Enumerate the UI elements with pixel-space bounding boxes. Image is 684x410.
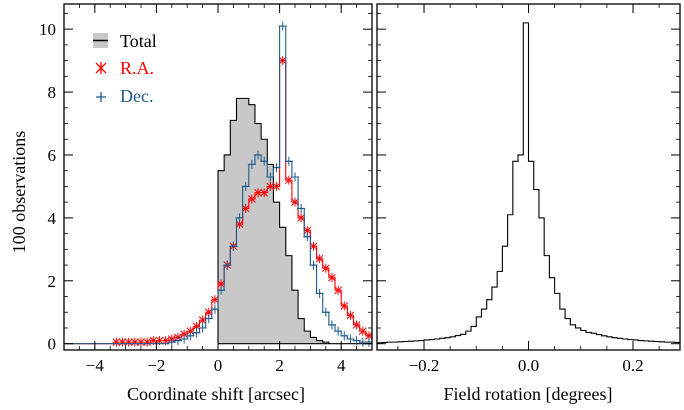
total-histogram [217, 97, 372, 345]
y-axis-label: 100 observations [9, 131, 29, 253]
r-a-marker [291, 197, 299, 207]
dec-marker [291, 172, 299, 182]
r-a-marker [334, 285, 342, 295]
legend-dec-marker [96, 92, 106, 102]
r-a-marker [143, 337, 152, 347]
dec-marker [260, 156, 269, 166]
legend-ra-marker [95, 62, 107, 74]
dec-marker [235, 213, 244, 223]
dec-marker [204, 314, 213, 324]
dec-marker [352, 336, 361, 346]
dec-marker [254, 150, 263, 160]
dec-marker [217, 285, 226, 295]
dec-marker [266, 172, 275, 182]
r-a-marker [297, 213, 306, 223]
r-a-marker [278, 56, 287, 66]
y-tick-label: 2 [48, 272, 57, 291]
y-tick-label: 0 [48, 335, 57, 354]
dec-marker [340, 331, 349, 341]
r-a-marker [321, 263, 330, 273]
r-a-marker [340, 301, 349, 311]
r-a-marker [130, 337, 139, 347]
x-tick-label: −0.2 [409, 356, 440, 375]
field-rotation-panel: −0.2 0.0 0.2 [376, 3, 681, 375]
r-a-marker [241, 203, 250, 213]
r-a-marker [254, 188, 262, 198]
dec-marker [173, 336, 182, 346]
dec-marker [272, 163, 281, 173]
rotation-histogram [377, 22, 680, 344]
r-a-marker [124, 337, 133, 347]
coordinate-shift-x-label: Coordinate shift [arcsec] [127, 384, 305, 404]
r-a-marker [358, 326, 367, 336]
dec-marker [297, 203, 306, 213]
r-a-marker [266, 181, 275, 191]
r-a-marker [346, 310, 355, 320]
dec-marker [167, 337, 176, 347]
x-tick-label: 0.0 [518, 356, 539, 375]
x-tick-label: 0.2 [622, 356, 643, 375]
r-a-marker [315, 254, 324, 264]
r-a-marker [260, 188, 269, 198]
dec-marker [229, 241, 238, 251]
field-rotation-x-label: Field rotation [degrees] [444, 384, 613, 404]
r-a-marker [309, 241, 318, 251]
legend-dec-label: Dec. [120, 86, 153, 106]
x-tick-label: 2 [275, 356, 284, 375]
dec-marker [241, 181, 250, 191]
r-a-marker [137, 337, 145, 347]
dec-marker [192, 328, 201, 338]
dec-marker [210, 304, 219, 314]
dec-marker [315, 288, 324, 298]
r-a-marker [211, 295, 219, 305]
r-a-marker [352, 320, 361, 330]
coordinate-shift-panel: −4 −2 0 2 4 0 2 4 6 8 10 [39, 3, 373, 375]
y-tick-label: 6 [48, 146, 57, 165]
y-tick-label: 10 [39, 20, 56, 39]
dec-marker [284, 156, 293, 166]
dec-marker [309, 260, 318, 270]
dec-marker [247, 159, 256, 169]
dec-marker [346, 334, 355, 344]
dec-marker [180, 334, 189, 344]
r-a-marker [248, 194, 256, 204]
plot-area [377, 22, 680, 344]
dec-marker [186, 331, 195, 341]
dec-marker [198, 323, 207, 333]
legend-total-label: Total [120, 31, 157, 51]
r-a-marker [112, 337, 121, 347]
dec-marker [278, 21, 287, 31]
r-a-marker [198, 315, 207, 325]
x-tick-label: 0 [214, 356, 223, 375]
r-a-marker [328, 273, 336, 283]
dec-marker [327, 320, 336, 330]
r-a-marker [284, 175, 293, 185]
dec-marker [321, 307, 330, 317]
r-a-marker [272, 181, 281, 191]
x-tick-label: 4 [337, 356, 346, 375]
plot-area [64, 21, 372, 347]
y-tick-label: 8 [48, 83, 57, 102]
x-tick-label: −2 [147, 356, 165, 375]
dec-marker [303, 232, 312, 242]
r-a-marker [118, 337, 127, 347]
dec-histogram [64, 25, 372, 345]
dec-marker [334, 326, 343, 336]
x-tick-label: −4 [86, 356, 105, 375]
y-tick-label: 4 [48, 209, 57, 228]
dec-marker [223, 260, 232, 270]
legend-ra-label: R.A. [120, 58, 154, 78]
legend: Total R.A. Dec. [93, 31, 157, 106]
